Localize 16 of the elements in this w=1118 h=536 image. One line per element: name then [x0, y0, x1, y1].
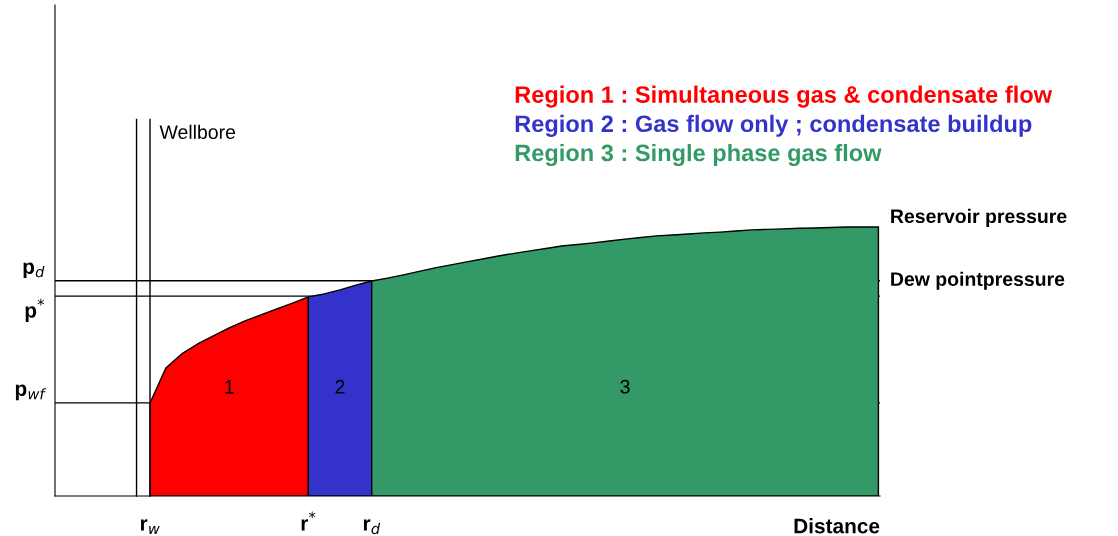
text: Reservoir pressure — [891, 208, 1067, 227]
x-axis-title: Distance — [794, 518, 880, 534]
ref-line-label: p$_{d}$ — [23, 262, 45, 279]
annotation: 3 — [620, 379, 630, 394]
ref-line-label: p$_{wf}$ — [15, 384, 47, 401]
x-tick-label: r$^{*}$ — [301, 511, 316, 531]
text: Wellbore — [159, 124, 236, 140]
x-tick-label: r$_{w}$ — [140, 519, 160, 534]
x-tick-label: r$_{d}$ — [363, 519, 381, 535]
text: Dew pointpressure — [891, 271, 1065, 290]
text: Region 2 : Gas flow only ; condensate buildup — [515, 114, 1032, 137]
ref-line-label: p$^{*}$ — [25, 298, 45, 322]
text: Region 1 : Simultaneous gas & condensate flow — [515, 85, 1053, 108]
annotation: 1 — [225, 380, 234, 394]
annotation: 2 — [335, 379, 345, 394]
text: Region 3 : Single phase gas flow — [515, 143, 882, 167]
